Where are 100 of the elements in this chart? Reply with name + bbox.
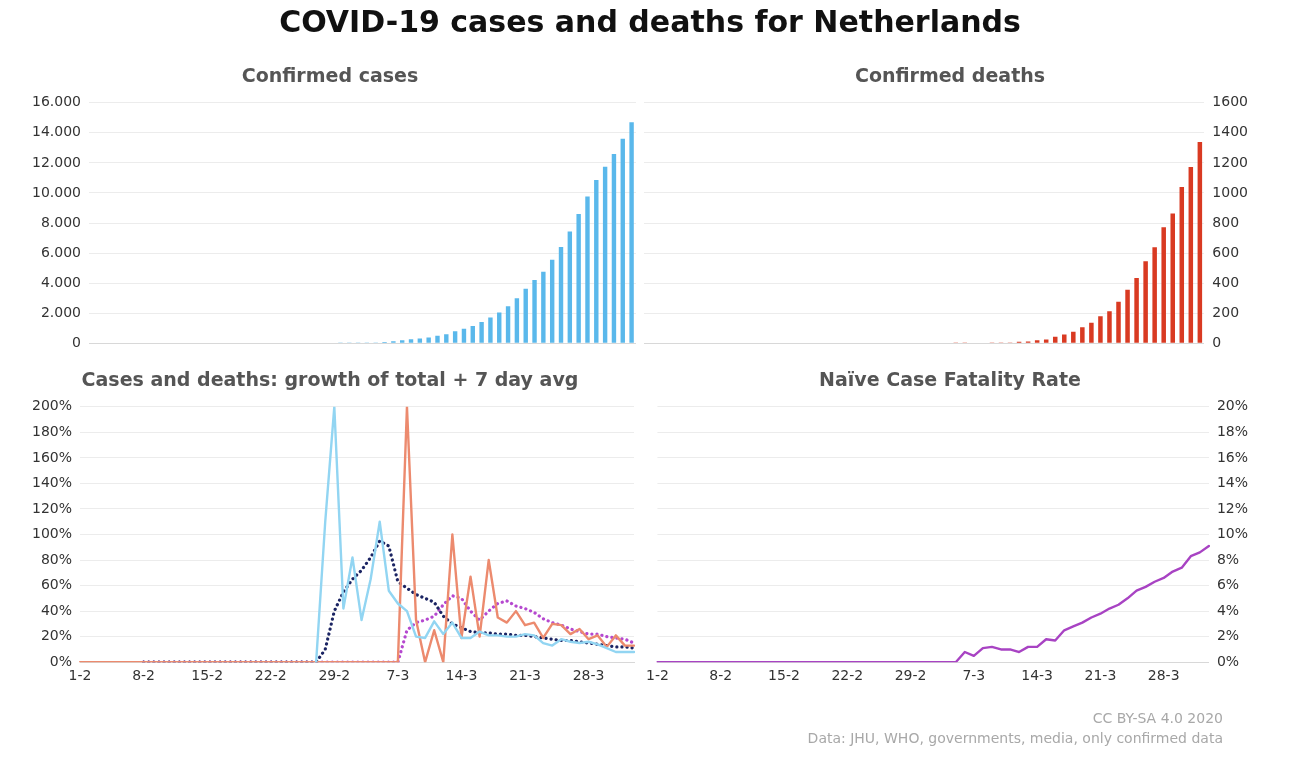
bar: [1116, 301, 1121, 343]
bar: [567, 231, 573, 343]
y2-tick-label: 2%: [1216, 627, 1240, 644]
y2-tick-label: 0: [1212, 333, 1222, 350]
y2-tick-label: 6%: [1216, 576, 1240, 593]
y2-tick-label: 4%: [1216, 601, 1240, 618]
chart-title: Cases and deaths: growth of total + 7 day avg: [81, 368, 579, 391]
text: CC BY-SA 4.0 2020: [1092, 710, 1223, 726]
y2-tick-label: 16%: [1216, 448, 1249, 465]
bar: [461, 328, 467, 343]
bar: [594, 179, 599, 343]
x-tick-label: 21-3: [1084, 667, 1117, 684]
x-tick-label: 22-2: [254, 667, 287, 684]
chart-title: Confirmed cases: [241, 64, 419, 87]
text: COVID-19 cases and deaths for Netherlands: [278, 4, 1022, 39]
bar: [444, 334, 449, 343]
bar: [602, 166, 608, 343]
bar: [1125, 289, 1130, 343]
y-tick-label: 16.000: [31, 93, 81, 110]
chart-title: Naïve Case Fatality Rate: [819, 368, 1081, 391]
y2-tick-label: 1000: [1212, 183, 1249, 200]
bar: [629, 122, 634, 343]
bar: [435, 335, 440, 343]
bar: [426, 337, 431, 343]
y2-tick-label: 14%: [1216, 474, 1249, 491]
y2-tick-label: 8%: [1216, 550, 1240, 567]
y-tick-label: 4.000: [40, 273, 81, 290]
y-tick-label: 140%: [31, 474, 73, 491]
y2-tick-label: 1400: [1212, 123, 1249, 140]
bar: [549, 259, 555, 343]
y2-tick-label: 0%: [1216, 652, 1240, 669]
x-tick-label: 1-2: [68, 667, 92, 684]
y-tick-label: 120%: [31, 499, 73, 516]
bar: [1152, 247, 1157, 343]
x-tick-label: 29-2: [894, 667, 927, 684]
bar: [558, 246, 564, 343]
y-tick-label: 8.000: [40, 213, 81, 230]
y-tick-label: 0: [72, 333, 81, 350]
bar: [408, 339, 414, 343]
x-tick-label: 15-2: [768, 667, 800, 684]
y-tick-label: 100%: [31, 525, 73, 542]
y-tick-label: 6.000: [40, 243, 81, 260]
bar: [1107, 311, 1112, 343]
y-tick-label: 2.000: [40, 303, 81, 320]
x-tick-label: 8-2: [132, 667, 156, 684]
y2-tick-label: 10%: [1216, 525, 1249, 542]
bar: [470, 326, 475, 343]
bar: [541, 271, 546, 343]
y-tick-label: 20%: [40, 627, 73, 644]
bar: [479, 322, 484, 343]
bar: [1071, 331, 1076, 343]
y-tick-label: 80%: [40, 550, 73, 567]
bar: [514, 298, 520, 343]
x-tick-label: 21-3: [509, 667, 541, 684]
y2-tick-label: 12%: [1216, 499, 1249, 516]
x-tick-label: 15-2: [191, 667, 224, 684]
y-tick-label: 200%: [31, 397, 73, 414]
y2-tick-label: 1200: [1212, 153, 1249, 170]
y-tick-label: 60%: [40, 576, 73, 593]
bar: [1143, 261, 1148, 343]
x-tick-label: 7-3: [386, 667, 410, 684]
x-tick-label: 14-3: [445, 667, 478, 684]
y2-tick-label: 400: [1212, 273, 1240, 290]
bar: [585, 196, 590, 343]
text: Data: JHU, WHO, governments, media, only confirmed data: [807, 730, 1223, 746]
y2-tick-label: 20%: [1216, 397, 1249, 414]
x-tick-label: 28-3: [572, 667, 605, 684]
y-tick-label: 12.000: [31, 153, 81, 170]
bar: [497, 312, 502, 343]
y2-tick-label: 1600: [1212, 93, 1249, 110]
x-tick-label: 1-2: [646, 667, 669, 684]
y2-tick-label: 200: [1212, 303, 1240, 320]
bar: [488, 317, 493, 343]
bar: [1034, 340, 1040, 343]
x-tick-label: 8-2: [709, 667, 733, 684]
bar: [576, 213, 581, 343]
bar: [532, 280, 537, 343]
bar: [1170, 213, 1175, 343]
bar: [1161, 227, 1166, 343]
x-tick-label: 14-3: [1021, 667, 1054, 684]
bar: [1062, 334, 1067, 343]
bar: [452, 331, 458, 343]
x-tick-label: 28-3: [1147, 667, 1180, 684]
y2-tick-label: 600: [1212, 243, 1240, 260]
bar: [620, 138, 625, 343]
y-tick-label: 40%: [40, 601, 73, 618]
chart-title: Confirmed deaths: [854, 64, 1046, 87]
y-tick-label: 10.000: [31, 183, 81, 200]
y-tick-label: 0%: [49, 652, 73, 669]
bar: [399, 340, 405, 343]
bar: [1052, 336, 1058, 343]
bar: [505, 306, 511, 343]
bar: [1098, 316, 1103, 343]
y-tick-label: 14.000: [31, 123, 81, 140]
bar: [1134, 277, 1139, 343]
bar: [523, 288, 528, 343]
bar: [611, 153, 617, 343]
bar: [1089, 322, 1094, 343]
x-tick-label: 29-2: [318, 667, 351, 684]
y2-tick-label: 800: [1212, 213, 1240, 230]
